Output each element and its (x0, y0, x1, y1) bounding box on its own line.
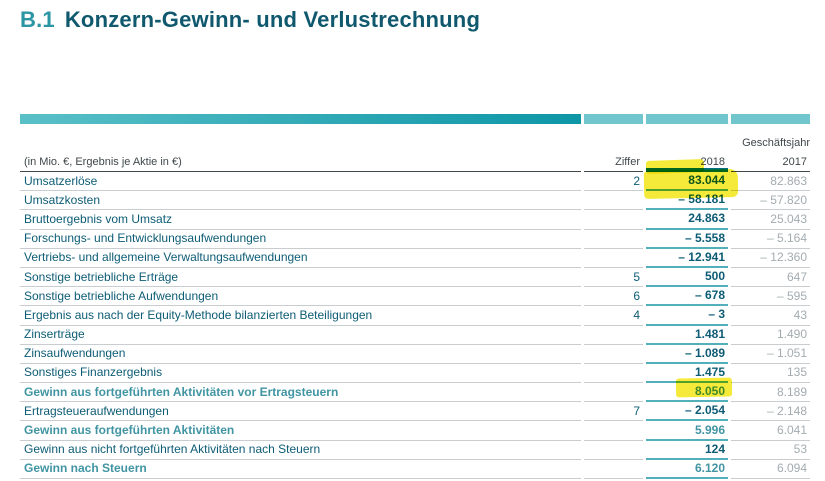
cell-ziffer (584, 441, 643, 460)
cell-ziffer (584, 210, 643, 230)
cell-ziffer (584, 364, 643, 384)
row-label: Sonstige betriebliche Aufwendungen (20, 287, 581, 307)
cell-value-2018: – 5.558 (646, 230, 728, 249)
row-label: Zinserträge (20, 326, 581, 345)
cell-ziffer (584, 383, 643, 403)
row-label: Umsatzkosten (20, 191, 581, 211)
row-label: Vertriebs- und allgemeine Verwaltungsauf… (20, 249, 581, 268)
cell-ziffer (584, 230, 643, 249)
top-bar-segment (584, 114, 643, 124)
row-label: Gewinn aus fortgeführten Aktivitäten (20, 421, 581, 441)
table-row: Gewinn aus fortgeführten Aktivitäten vor… (20, 383, 810, 403)
cell-value-2018: 6.120 (646, 460, 728, 479)
cell-value-2017: – 2.148 (731, 402, 810, 422)
cell-ziffer (584, 249, 643, 268)
income-statement-table: Geschäftsjahr (in Mio. €, Ergebnis je Ak… (20, 114, 810, 479)
cell-ziffer (584, 345, 643, 364)
highlighter-mark-revenue-value (643, 169, 739, 199)
row-label: Ertragsteueraufwendungen (20, 402, 581, 422)
cell-value-2018: 500 (646, 268, 728, 288)
column-header-2017: 2017 (731, 151, 810, 172)
cell-ziffer: 5 (584, 268, 643, 288)
fiscal-year-label: Geschäftsjahr (742, 137, 810, 149)
cell-value-2017: 135 (731, 364, 810, 384)
row-label: Umsatzerlöse (20, 172, 581, 192)
table-row: Zinserträge 1.481 1.490 (20, 326, 810, 345)
cell-ziffer: 7 (584, 402, 643, 422)
top-bar-segment (646, 114, 728, 124)
cell-ziffer (584, 460, 643, 479)
row-label: Forschungs- und Entwicklungsaufwendungen (20, 230, 581, 249)
table-row: Sonstige betriebliche Erträge 5 500 647 (20, 268, 810, 288)
table-header-row: (in Mio. €, Ergebnis je Aktie in €) Ziff… (20, 151, 810, 172)
row-label: Ergebnis aus nach der Equity-Methode bil… (20, 306, 581, 326)
cell-ziffer (584, 191, 643, 211)
cell-ziffer: 2 (584, 172, 643, 192)
cell-value-2018: – 2.054 (646, 402, 728, 422)
table-row: Vertriebs- und allgemeine Verwaltungsauf… (20, 249, 810, 268)
table-row: Gewinn aus fortgeführten Aktivitäten 5.99… (20, 421, 810, 441)
table-row: Ertragsteueraufwendungen 7– 2.054– 2.148 (20, 402, 810, 422)
cell-value-2017: 25.043 (731, 210, 810, 230)
cell-ziffer (584, 421, 643, 441)
cell-value-2018: 124 (646, 441, 728, 460)
table-row: Gewinn nach Steuern 6.120 6.094 (20, 460, 810, 479)
row-label: Gewinn nach Steuern (20, 460, 581, 479)
row-label: Gewinn aus nicht fortgeführten Aktivität… (20, 441, 581, 460)
title-text: Konzern-Gewinn- und Verlustrechnung (64, 7, 481, 32)
cell-value-2017: 6.041 (731, 421, 810, 441)
cell-value-2017: 1.490 (731, 326, 810, 345)
page-title: B.1 Konzern-Gewinn- und Verlustrechnung (20, 7, 480, 33)
cell-value-2018: 24.863 (646, 210, 728, 230)
column-header-ziffer: Ziffer (584, 151, 643, 172)
row-label: Sonstiges Finanzergebnis (20, 364, 581, 384)
cell-value-2017: – 12.360 (731, 249, 810, 268)
cell-value-2018: – 1.089 (646, 345, 728, 364)
top-bar-segment (731, 114, 810, 124)
table-row: Bruttoergebnis vom Umsatz 24.863 25.043 (20, 210, 810, 230)
top-bar-segment (20, 114, 581, 124)
cell-value-2018: 5.996 (646, 421, 728, 441)
table-top-bar (20, 114, 810, 124)
cell-value-2018: – 12.941 (646, 249, 728, 268)
cell-value-2018: – 3 (646, 306, 728, 326)
column-header-unit: (in Mio. €, Ergebnis je Aktie in €) (20, 151, 581, 172)
cell-value-2017: – 1.051 (731, 345, 810, 364)
cell-value-2017: – 57.820 (731, 191, 810, 211)
highlighter-mark-pretax-income-value (675, 377, 733, 398)
cell-value-2017: 6.094 (731, 460, 810, 479)
table-row: Zinsaufwendungen – 1.089– 1.051 (20, 345, 810, 364)
row-label: Zinsaufwendungen (20, 345, 581, 364)
cell-value-2018: 1.481 (646, 326, 728, 345)
table-row: Sonstige betriebliche Aufwendungen 6– 678… (20, 287, 810, 307)
row-label: Bruttoergebnis vom Umsatz (20, 210, 581, 230)
cell-value-2017: – 595 (731, 287, 810, 307)
cell-value-2017: 82.863 (731, 172, 810, 192)
table-row: Forschungs- und Entwicklungsaufwendungen… (20, 230, 810, 249)
table-row: Ergebnis aus nach der Equity-Methode bil… (20, 306, 810, 326)
cell-value-2017: 8.189 (731, 383, 810, 403)
cell-value-2017: 53 (731, 441, 810, 460)
cell-ziffer (584, 326, 643, 345)
cell-ziffer: 4 (584, 306, 643, 326)
row-label: Sonstige betriebliche Erträge (20, 268, 581, 288)
cell-value-2017: – 5.164 (731, 230, 810, 249)
cell-value-2017: 647 (731, 268, 810, 288)
section-number: B.1 (20, 7, 55, 32)
cell-value-2017: 43 (731, 306, 810, 326)
cell-ziffer: 6 (584, 287, 643, 307)
cell-value-2018: – 678 (646, 287, 728, 307)
row-label: Gewinn aus fortgeführten Aktivitäten vor… (20, 383, 581, 403)
table-row: Gewinn aus nicht fortgeführten Aktivität… (20, 441, 810, 460)
